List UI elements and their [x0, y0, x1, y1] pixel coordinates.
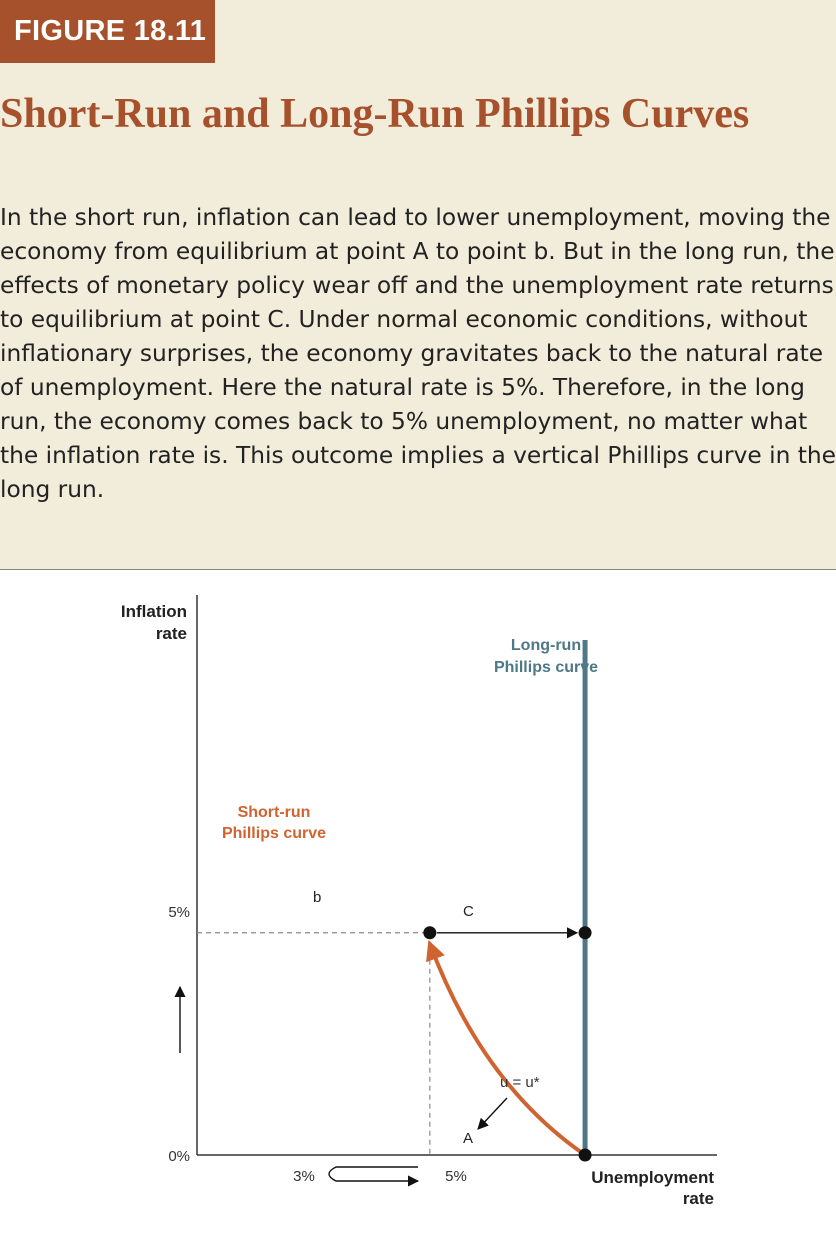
figure-label: FIGURE 18.11 — [0, 0, 215, 63]
y-axis-label-line2: rate — [156, 624, 187, 643]
unemployment-return-arrow — [328, 1166, 420, 1187]
point-a — [578, 1148, 592, 1162]
x-tick-label-5: 5% — [445, 1168, 467, 1185]
short-run-phillips-curve — [426, 940, 587, 1157]
phillips-curve-chart: Inflation rate Unemployment rate 0% 5% 3… — [0, 570, 836, 1232]
point-a-label: A — [463, 1130, 473, 1147]
x-axis-label-line2: rate — [683, 1189, 714, 1208]
figure-description: In the short run, inflation can lead to … — [0, 204, 836, 503]
chart-svg: Inflation rate Unemployment rate 0% 5% 3… — [121, 595, 717, 1208]
y-tick-label-0: 0% — [168, 1148, 190, 1165]
point-c-label: C — [463, 903, 474, 920]
short-run-label-line2: Phillips curve — [222, 825, 326, 842]
short-run-label-line1: Short-run — [238, 804, 311, 821]
point-b-label: b — [313, 889, 321, 906]
long-run-label-line2: Phillips curve — [494, 659, 598, 676]
x-tick-label-3: 3% — [293, 1168, 315, 1185]
point-c — [578, 926, 592, 940]
natural-rate-label: u = u* — [500, 1074, 540, 1091]
figure-header-panel: FIGURE 18.11 Short-Run and Long-Run Phil… — [0, 0, 836, 570]
y-tick-label-5: 5% — [168, 904, 190, 921]
y-axis-label-line1: Inflation — [121, 602, 187, 621]
x-axis-label-line1: Unemployment — [591, 1168, 714, 1187]
point-b — [423, 926, 437, 940]
long-run-label-line1: Long-run — [511, 637, 581, 654]
figure-title: Short-Run and Long-Run Phillips Curves — [0, 91, 750, 137]
natural-rate-pointer — [477, 1097, 508, 1130]
